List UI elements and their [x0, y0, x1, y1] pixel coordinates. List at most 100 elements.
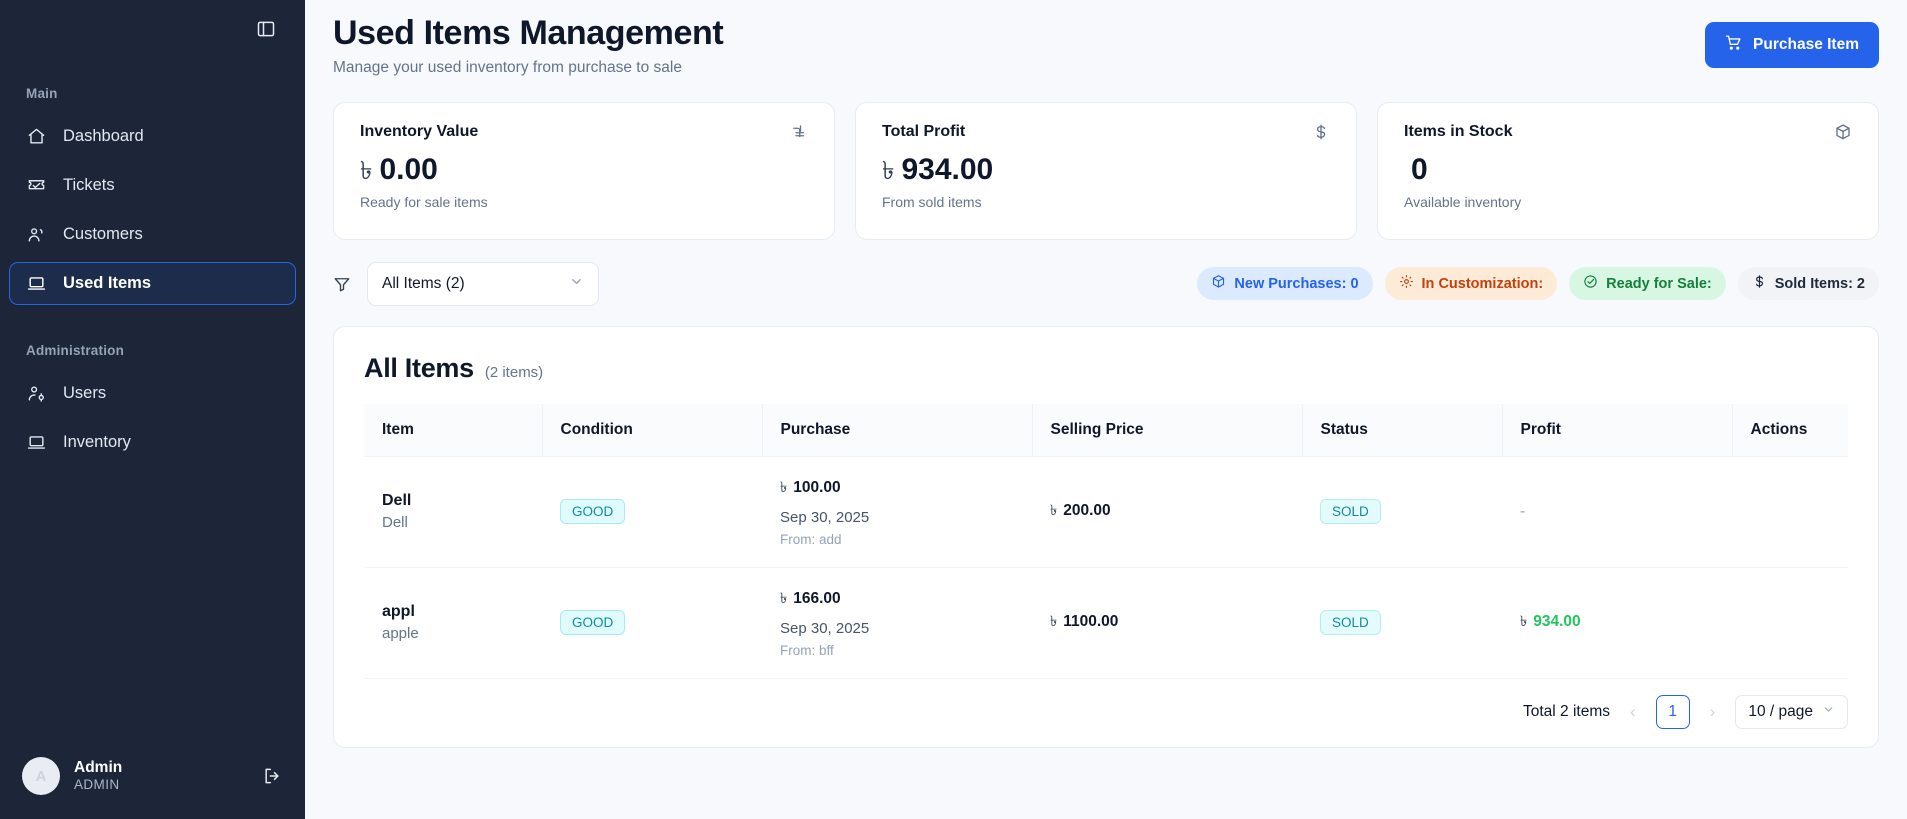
filter-left: All Items (2)	[333, 261, 599, 306]
purchase-date: Sep 30, 2025	[780, 508, 870, 526]
table-row[interactable]: appl apple GOOD ৳ 166.00 Sep 30, 2025	[364, 567, 1848, 679]
purchase-source: From: bff	[780, 642, 834, 658]
page-size-value: 10 / page	[1748, 702, 1813, 720]
home-icon	[26, 126, 47, 147]
cell-condition: GOOD	[542, 456, 762, 568]
chip-ready-for-sale[interactable]: Ready for Sale:	[1569, 267, 1726, 300]
cell-selling-price: ৳ 200.00	[1032, 456, 1302, 568]
stat-card-total-profit: Total Profit ৳ 934.00 From sold items	[855, 101, 1357, 240]
cell-status: SOLD	[1302, 567, 1502, 679]
sidebar-item-label: Used Items	[63, 274, 152, 292]
cell-status: SOLD	[1302, 456, 1502, 568]
profit-value: -	[1520, 502, 1526, 520]
status-chips: New Purchases: 0 In Customization: Ready…	[1197, 267, 1879, 300]
page-header-text: Used Items Management Manage your used i…	[333, 12, 724, 77]
item-subtitle: apple	[382, 625, 419, 642]
selling-amount: ৳ 200.00	[1050, 500, 1111, 524]
condition-badge: GOOD	[560, 610, 626, 635]
pagination-page-1[interactable]: 1	[1655, 694, 1690, 729]
cell-condition: GOOD	[542, 567, 762, 679]
sidebar-item-dashboard[interactable]: Dashboard	[9, 115, 296, 158]
currency-symbol: ৳	[1050, 613, 1058, 630]
column-header-condition: Condition	[541, 403, 762, 457]
users-icon	[26, 224, 47, 245]
status-badge: SOLD	[1320, 610, 1381, 635]
cell-actions[interactable]	[1732, 456, 1848, 568]
chevron-right-icon[interactable]: ›	[1709, 701, 1716, 721]
stat-card-title: Items in Stock	[1404, 122, 1513, 140]
items-filter-select[interactable]: All Items (2)	[367, 261, 599, 306]
cell-item: Dell Dell	[364, 456, 542, 568]
chevron-down-icon	[1822, 703, 1835, 721]
page-title: Used Items Management	[333, 14, 724, 52]
table-row[interactable]: Dell Dell GOOD ৳ 100.00 Sep 30, 2025	[364, 456, 1848, 568]
cell-profit: -	[1502, 456, 1732, 568]
chevron-left-icon[interactable]: ‹	[1630, 701, 1636, 721]
purchase-item-button[interactable]: Purchase Item	[1705, 22, 1879, 68]
sidebar-section-main-label: Main	[26, 86, 58, 101]
items-table: Item Condition Purchase Selling Price St…	[364, 403, 1848, 679]
chip-label: Ready for Sale:	[1606, 275, 1712, 292]
package-icon	[1834, 123, 1852, 141]
user-meta: Admin ADMIN	[74, 758, 247, 794]
sidebar-item-inventory[interactable]: Inventory	[9, 421, 296, 464]
logout-icon[interactable]	[261, 765, 283, 787]
sidebar-section-administration-label: Administration	[26, 343, 125, 358]
page-header: Used Items Management Manage your used i…	[333, 0, 1879, 77]
sidebar-item-label: Users	[63, 384, 107, 402]
sidebar-user-footer[interactable]: A Admin ADMIN	[0, 741, 305, 819]
main-content: Used Items Management Manage your used i…	[305, 0, 1907, 819]
chevron-down-icon	[569, 274, 584, 294]
chip-sold-items[interactable]: Sold Items: 2	[1737, 267, 1879, 300]
purchase-source: From: add	[780, 531, 842, 547]
stat-card-value: 0.00	[379, 152, 438, 186]
status-badge: SOLD	[1320, 499, 1381, 524]
cart-icon	[1725, 34, 1742, 56]
sidebar-item-users[interactable]: Users	[9, 372, 296, 415]
sidebar-item-used-items[interactable]: Used Items	[9, 262, 296, 305]
sidebar-item-customers[interactable]: Customers	[9, 213, 296, 256]
selling-amount: ৳ 1100.00	[1050, 611, 1118, 635]
column-header-profit: Profit	[1501, 403, 1732, 457]
stat-card-value-row: 0	[1404, 153, 1852, 186]
user-name: Admin	[74, 758, 123, 776]
purchase-item-label: Purchase Item	[1753, 36, 1859, 53]
currency-symbol: ৳	[1050, 502, 1058, 519]
item-name: appl	[382, 603, 415, 620]
stat-card-top: Inventory Value	[360, 123, 808, 141]
column-header-status: Status	[1301, 403, 1502, 457]
chip-in-customization[interactable]: In Customization:	[1384, 267, 1558, 300]
stat-card-title: Total Profit	[882, 122, 966, 140]
cell-purchase: ৳ 100.00 Sep 30, 2025 From: add	[762, 456, 1032, 568]
panel-toggle-icon[interactable]	[255, 18, 277, 40]
page-subtitle: Manage your used inventory from purchase…	[333, 58, 682, 76]
check-circle-icon	[1583, 274, 1598, 293]
stat-card-items-in-stock: Items in Stock 0 Available inventory	[1377, 101, 1879, 240]
laptop-icon	[26, 432, 47, 453]
dollar-icon	[1312, 123, 1330, 141]
items-filter-value: All Items (2)	[382, 274, 465, 292]
chip-new-purchases[interactable]: New Purchases: 0	[1197, 267, 1373, 300]
stat-card-note: From sold items	[882, 193, 982, 210]
page-size-select[interactable]: 10 / page	[1735, 694, 1848, 729]
currency-symbol: ৳	[1520, 613, 1528, 630]
items-panel: All Items (2 items) Item Condition Purch…	[333, 325, 1879, 748]
panel-item-count: (2 items)	[484, 363, 544, 381]
column-header-item: Item	[364, 403, 542, 457]
panel-header: All Items (2 items)	[334, 327, 1878, 404]
profit-amount: ৳ 934.00	[1520, 611, 1581, 635]
selling-price: 1100.00	[1063, 612, 1119, 630]
cell-actions[interactable]	[1732, 567, 1848, 679]
cell-profit: ৳ 934.00	[1502, 567, 1732, 679]
column-header-selling-price: Selling Price	[1031, 403, 1302, 457]
purchase-amount: ৳ 166.00	[780, 588, 841, 612]
stat-card-value: 0	[1411, 152, 1428, 186]
selling-price: 200.00	[1063, 501, 1111, 519]
stat-cards: Inventory Value ৳ 0.00 Ready for sale it…	[333, 101, 1879, 240]
chip-label: New Purchases: 0	[1234, 275, 1359, 292]
table-header-row: Item Condition Purchase Selling Price St…	[364, 403, 1848, 457]
column-header-purchase: Purchase	[761, 403, 1032, 457]
sidebar-item-tickets[interactable]: Tickets	[9, 164, 296, 207]
stat-card-note: Ready for sale items	[360, 193, 488, 210]
